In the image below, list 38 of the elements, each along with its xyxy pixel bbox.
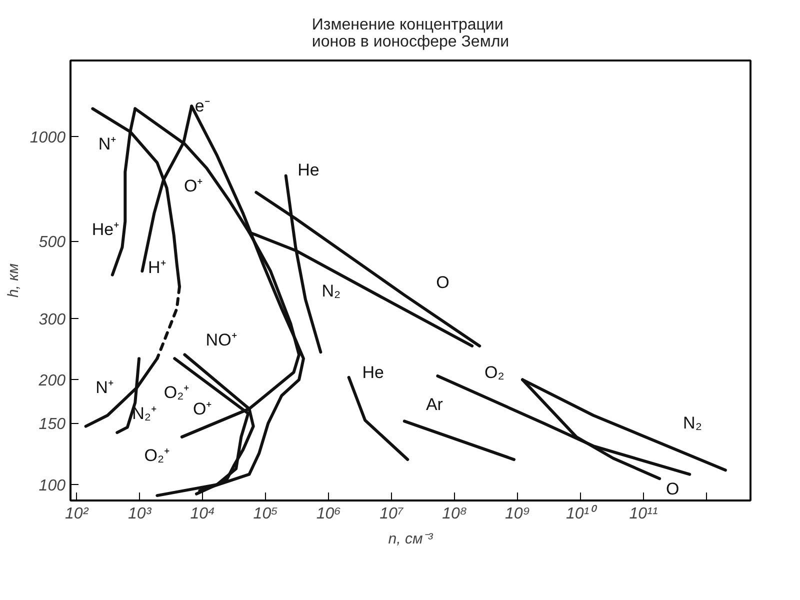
x-tick-label: 10⁵: [253, 506, 278, 522]
x-tick-label: 10⁷: [380, 506, 404, 522]
y-axis-title: h, км: [4, 263, 22, 298]
x-tick-label: 10¹¹: [629, 506, 658, 522]
annotation: He: [362, 362, 384, 382]
annotation: N⁺: [96, 378, 114, 397]
annotation: O₂⁺: [144, 446, 170, 466]
y-tick-label: 100: [38, 478, 66, 495]
annotation: e⁻: [194, 96, 210, 116]
x-tick-label: 10⁶: [316, 506, 342, 522]
chart-title: Изменение концентрации ионов в ионосфере Земли: [312, 16, 510, 50]
annotation: O: [666, 480, 680, 499]
annotation: N₂: [683, 414, 702, 433]
annotation: N⁺: [98, 134, 117, 154]
x-tick-label: 10⁹: [505, 506, 530, 522]
x-tick-label: 10²: [65, 506, 89, 522]
y-tick-label: 500: [38, 234, 66, 252]
annotation: He: [298, 160, 320, 180]
annotation: O⁺: [184, 176, 204, 196]
annotation: H⁺: [148, 258, 166, 277]
y-tick-label: 200: [38, 372, 66, 390]
annotation: O₂: [484, 362, 504, 382]
x-axis-title: n, см⁻³: [388, 530, 434, 548]
annotation: O₂⁺: [164, 382, 190, 402]
x-tick-label: 10⁸: [442, 506, 467, 522]
y-tick-label: 150: [38, 416, 66, 434]
x-tick-label: 10³: [128, 506, 152, 522]
annotation: NO⁺: [206, 330, 238, 350]
annotation: N₂⁺: [132, 404, 158, 423]
annotation: O⁺: [192, 399, 212, 418]
x-tick-label: 10⁴: [190, 506, 216, 522]
y-tick-label: 1000: [30, 129, 66, 146]
annotation: O: [436, 273, 450, 292]
annotation: N₂: [322, 281, 341, 300]
x-tick-label: 10¹⁰: [566, 504, 598, 522]
annotation: He⁺: [92, 220, 120, 239]
annotation: Ar: [426, 394, 444, 414]
y-tick-label: 300: [38, 311, 66, 328]
